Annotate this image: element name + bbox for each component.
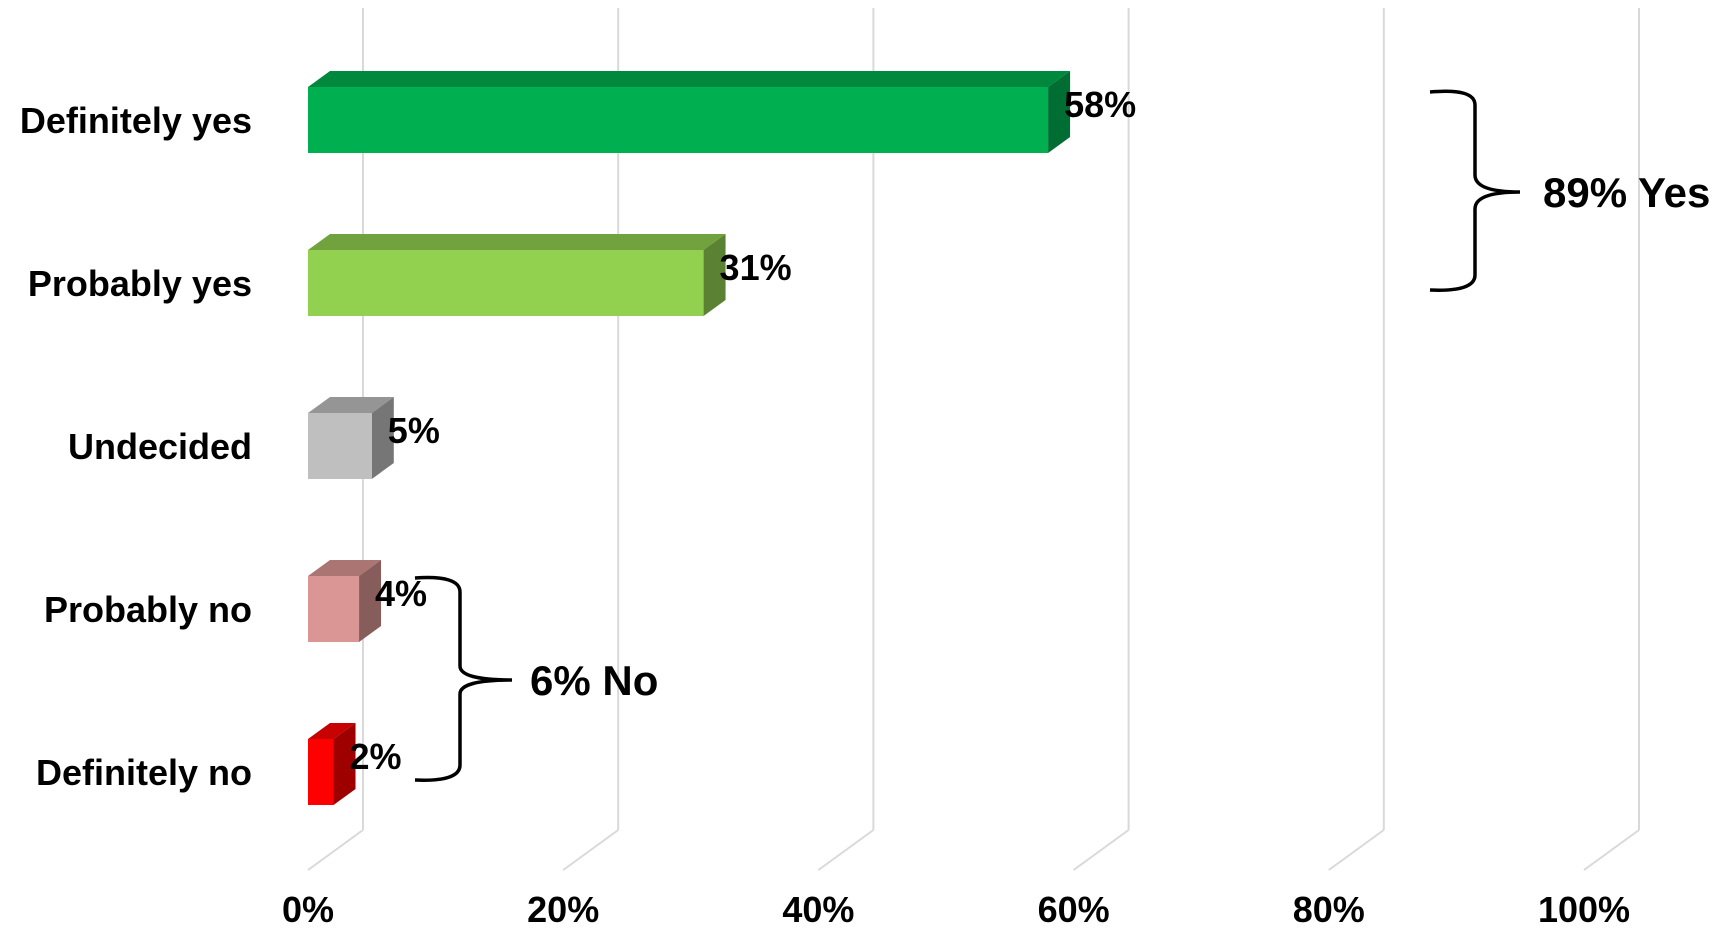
bar-side-face bbox=[359, 560, 382, 642]
x-axis-tick-labels: 0% 20% 40% 60% 80% 100% bbox=[282, 889, 1630, 930]
x-tick-label: 0% bbox=[282, 889, 334, 930]
bar-front-face bbox=[308, 413, 372, 479]
bar bbox=[308, 234, 726, 316]
data-label: 58% bbox=[1064, 84, 1136, 125]
x-tick-label: 40% bbox=[782, 889, 854, 930]
bar-top-face bbox=[308, 71, 1071, 87]
category-label: Definitely no bbox=[36, 752, 252, 793]
annotations: 89% Yes 6% No bbox=[414, 89, 1710, 782]
bar-side-face bbox=[333, 723, 356, 805]
bar bbox=[308, 560, 382, 642]
bar-side-face bbox=[1048, 71, 1071, 153]
floor-line bbox=[1328, 829, 1385, 871]
category-label: Probably no bbox=[44, 589, 252, 630]
bar bbox=[308, 71, 1071, 153]
bar-front-face bbox=[308, 250, 704, 316]
data-labels: 58% 31% 5% 4% 2% bbox=[350, 84, 1137, 777]
x-tick-label: 80% bbox=[1293, 889, 1365, 930]
data-label: 31% bbox=[720, 247, 792, 288]
bar-front-face bbox=[308, 739, 334, 805]
yes-brace bbox=[1429, 89, 1521, 292]
floor-line bbox=[1583, 829, 1640, 871]
floor-line bbox=[562, 829, 619, 871]
bar-top-face bbox=[308, 234, 726, 250]
bar-top-face bbox=[308, 560, 382, 576]
category-label: Probably yes bbox=[28, 263, 252, 304]
bar-side-face bbox=[703, 234, 726, 316]
x-tick-label: 100% bbox=[1538, 889, 1630, 930]
no-total-annotation: 6% No bbox=[530, 657, 658, 704]
category-labels: Definitely yes Probably yes Undecided Proba… bbox=[20, 100, 252, 793]
floor-line bbox=[307, 829, 364, 871]
bars bbox=[308, 71, 1071, 805]
bar-top-face bbox=[308, 397, 394, 413]
bar-front-face bbox=[308, 87, 1049, 153]
floor-line bbox=[817, 829, 874, 871]
no-brace bbox=[414, 575, 513, 782]
x-tick-label: 60% bbox=[1038, 889, 1110, 930]
floor-line bbox=[1073, 829, 1130, 871]
data-label: 4% bbox=[375, 573, 427, 614]
category-label: Undecided bbox=[68, 426, 252, 467]
data-label: 2% bbox=[350, 736, 402, 777]
x-tick-label: 20% bbox=[527, 889, 599, 930]
bar bbox=[308, 397, 394, 479]
bar-front-face bbox=[308, 576, 360, 642]
bar-top-face bbox=[308, 723, 356, 739]
bar bbox=[308, 723, 356, 805]
bar-side-face bbox=[371, 397, 394, 479]
yes-total-annotation: 89% Yes bbox=[1543, 169, 1710, 216]
category-label: Definitely yes bbox=[20, 100, 252, 141]
data-label: 5% bbox=[388, 410, 440, 451]
